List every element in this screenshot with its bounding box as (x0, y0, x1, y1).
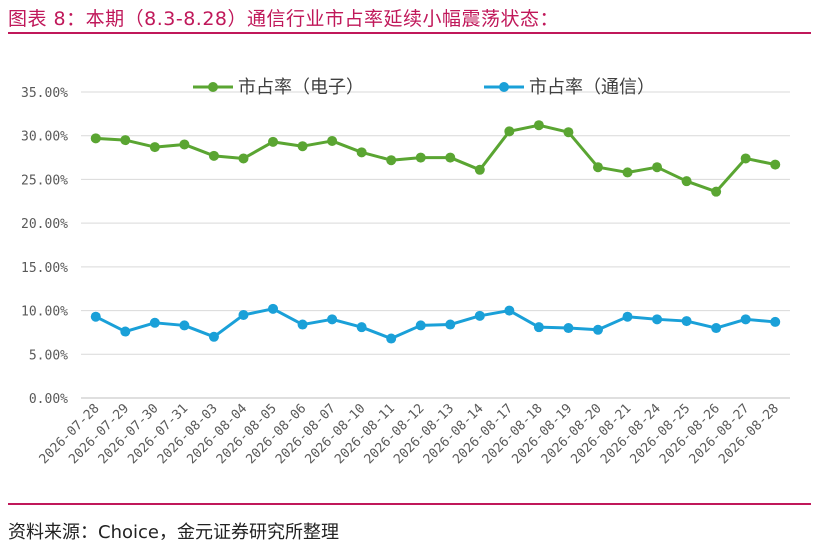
x-axis: 2026-07-282026-07-292026-07-302026-07-31… (37, 401, 782, 467)
source-note: 资料来源：Choice，金元证券研究所整理 (8, 522, 339, 543)
line-chart: 0.00% 5.00% 10.00% 15.00% 20.00% 25.00% 30.00%… (21, 77, 790, 467)
data-point (386, 155, 397, 166)
data-point (149, 317, 160, 328)
y-axis: 0.00% 5.00% 10.00% 15.00% 20.00% 25.00% 30.00%… (21, 86, 68, 407)
data-point (268, 136, 279, 147)
data-point (90, 133, 101, 144)
series-lines (90, 120, 781, 344)
data-point (681, 316, 692, 327)
legend-label: 市占率（通信） (529, 77, 655, 98)
data-point (504, 305, 515, 316)
data-point (652, 162, 663, 173)
data-point (711, 186, 722, 197)
y-tick-label: 25.00% (21, 173, 68, 188)
data-point (533, 322, 544, 333)
data-point (770, 159, 781, 170)
data-point (622, 167, 633, 178)
data-point (327, 314, 338, 325)
data-point (740, 314, 751, 325)
data-point (415, 152, 426, 163)
data-point (356, 322, 367, 333)
data-point (120, 135, 131, 146)
data-point (592, 162, 603, 173)
y-tick-label: 15.00% (21, 261, 68, 276)
data-point (770, 316, 781, 327)
chart-grid (81, 91, 790, 399)
data-point (474, 164, 485, 175)
data-point (563, 127, 574, 138)
data-point (592, 324, 603, 335)
data-point (740, 153, 751, 164)
data-point (208, 331, 219, 342)
bottom-divider (8, 503, 811, 505)
y-tick-label: 10.00% (21, 305, 68, 320)
data-point (563, 323, 574, 334)
data-point (149, 142, 160, 153)
y-tick-label: 35.00% (21, 86, 68, 101)
data-point (681, 176, 692, 187)
data-point (179, 320, 190, 331)
series-line (95, 123, 776, 194)
legend-swatch-marker (499, 82, 509, 92)
data-point (533, 120, 544, 131)
data-point (415, 320, 426, 331)
y-tick-label: 5.00% (29, 348, 68, 363)
legend-label: 市占率（电子） (238, 77, 364, 98)
data-point (90, 311, 101, 322)
data-point (208, 150, 219, 161)
data-point (327, 135, 338, 146)
figure-title: 图表 8：本期（8.3-8.28）通信行业市占率延续小幅震荡状态： (8, 8, 560, 30)
data-point (445, 152, 456, 163)
y-tick-label: 30.00% (21, 130, 68, 145)
y-tick-label: 20.00% (21, 217, 68, 232)
data-point (652, 314, 663, 325)
data-point (297, 141, 308, 152)
top-divider (8, 32, 811, 34)
data-point (120, 326, 131, 337)
data-point (504, 126, 515, 137)
data-point (238, 309, 249, 320)
data-point (386, 333, 397, 344)
data-point (711, 323, 722, 334)
data-point (268, 303, 279, 314)
data-point (238, 153, 249, 164)
data-point (474, 310, 485, 321)
data-point (445, 319, 456, 330)
legend-swatch-marker (208, 82, 218, 92)
data-point (356, 147, 367, 158)
series-line (95, 307, 776, 341)
data-point (622, 311, 633, 322)
chart-legend: 市占率（电子） 市占率（通信） (193, 77, 655, 98)
data-point (297, 319, 308, 330)
y-tick-label: 0.00% (29, 392, 68, 407)
data-point (179, 139, 190, 150)
